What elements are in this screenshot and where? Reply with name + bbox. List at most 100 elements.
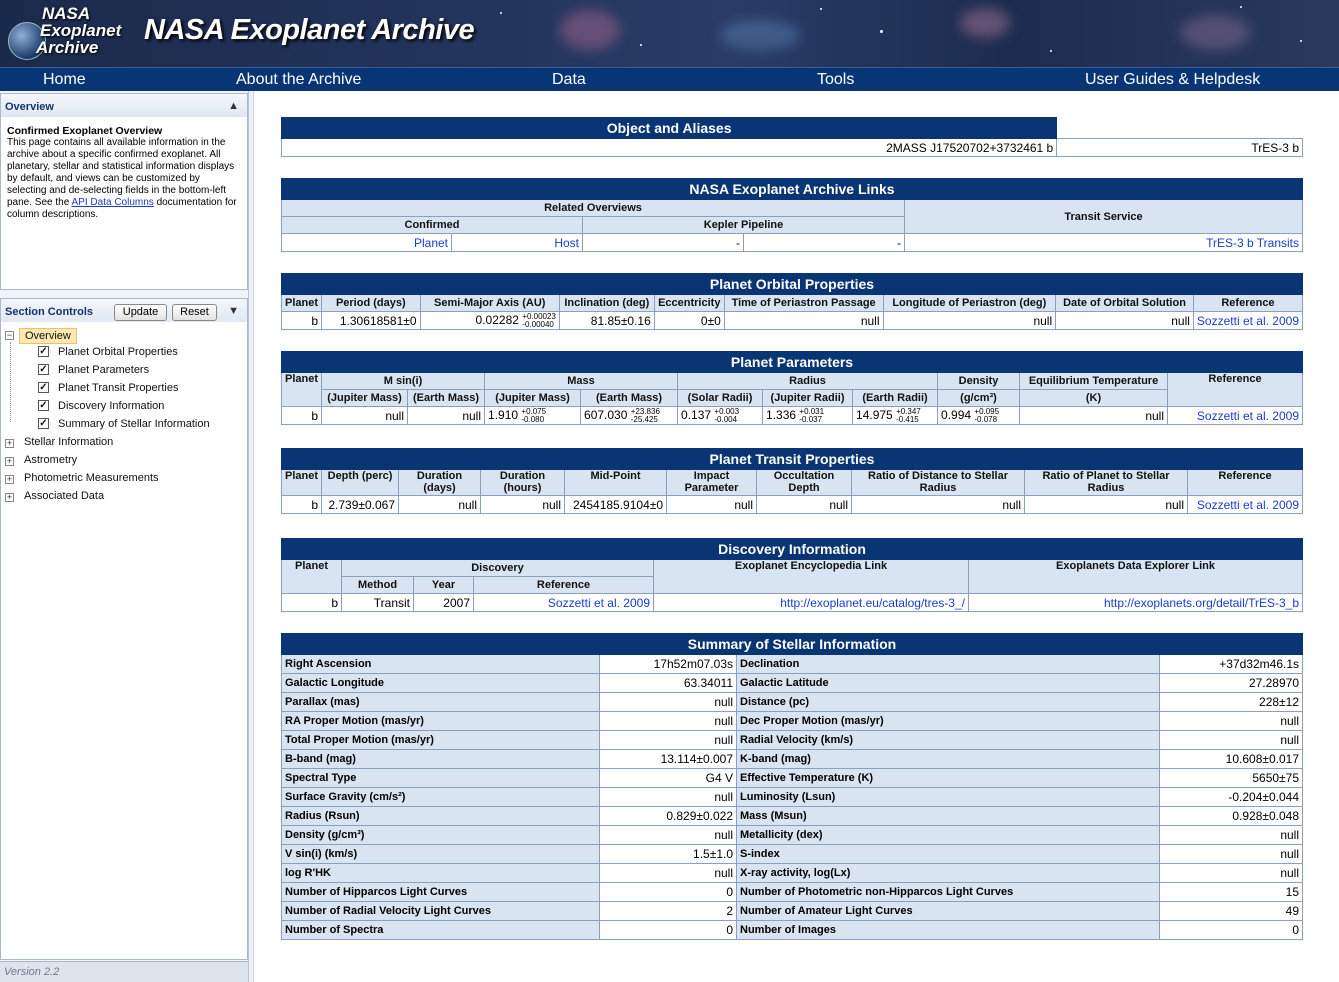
tree-item-associated[interactable]: Associated Data (24, 490, 105, 502)
kepler-value: - (743, 233, 905, 252)
col-header: Duration (days) (398, 469, 482, 496)
kepler-header: Kepler Pipeline (582, 216, 905, 234)
tree-item-discovery[interactable]: Discovery Information (58, 400, 165, 412)
sub-header: (Earth Mass) (580, 389, 679, 407)
data-explorer-link[interactable]: http://exoplanets.org/detail/TrES-3_b (1104, 595, 1299, 610)
value: 1.336 (766, 407, 797, 422)
section-controls-title: Section Controls (5, 306, 94, 318)
stellar-value: 2 (599, 901, 737, 921)
planet-cell: b (281, 593, 342, 612)
col-header: Planet (280, 294, 323, 312)
expand-icon[interactable]: + (5, 474, 14, 484)
reference-link[interactable]: Sozzetti et al. 2009 (1196, 497, 1299, 512)
overview-panel-header[interactable]: Overview ▲ (0, 93, 248, 119)
stellar-row: Right Ascension 17h52m07.03s Declination +3… (281, 654, 1303, 674)
archive-links-table: NASA Exoplanet Archive Links Related Ove… (281, 178, 1303, 252)
col-header: Exoplanet Encyclopedia Link (653, 559, 969, 594)
chevron-down-icon[interactable]: ▼ (228, 305, 239, 317)
update-button[interactable]: Update (114, 304, 167, 321)
reference-link[interactable]: Sozzetti et al. 2009 (1196, 313, 1299, 328)
stellar-value: 10.608±0.017 (1159, 749, 1303, 769)
stellar-row: Number of Radial Velocity Light Curves 2 N… (281, 901, 1303, 921)
nav-tools[interactable]: Tools (817, 71, 855, 88)
tree-item-orbital[interactable]: Planet Orbital Properties (58, 346, 178, 358)
nav-data[interactable]: Data (552, 71, 586, 88)
overview-panel-title: Overview (5, 101, 54, 113)
tree-item-astrometry[interactable]: Astrometry (24, 454, 78, 466)
sub-header: (g/cm³) (937, 389, 1021, 407)
stellar-label: K-band (mag) (736, 749, 1160, 769)
tree-item-photometric[interactable]: Photometric Measurements (24, 472, 159, 484)
stellar-row: RA Proper Motion (mas/yr) null Dec Proper … (281, 711, 1303, 731)
checkbox-stellar-summary[interactable]: ✓ (38, 418, 49, 429)
stellar-value: null (1159, 863, 1303, 883)
method-cell: Transit (341, 593, 414, 612)
nav-user-guides[interactable]: User Guides & Helpdesk (1085, 71, 1261, 88)
transit-cell: null (851, 495, 1026, 514)
sub-header: Method (341, 576, 414, 594)
nav-about[interactable]: About the Archive (236, 71, 362, 88)
msini-jupiter-cell: null (321, 406, 409, 425)
orbital-properties-table: Planet Orbital Properties Planet Period … (280, 273, 1304, 330)
sub-header: Reference (473, 576, 654, 594)
col-header: Radius (677, 372, 939, 390)
lower-error: -0.004 (714, 414, 738, 424)
tree-item-stellar-info[interactable]: Stellar Information (24, 436, 114, 448)
tree-root-overview[interactable]: Overview (19, 328, 77, 344)
tree-item-parameters[interactable]: Planet Parameters (58, 364, 150, 376)
confirmed-header: Confirmed (281, 216, 583, 234)
pane-splitter[interactable] (249, 91, 254, 982)
tperi-cell: null (723, 311, 884, 330)
collapse-icon[interactable]: − (5, 330, 14, 340)
checkbox-orbital[interactable]: ✓ (38, 346, 49, 357)
col-header: Longitude of Periastron (deg) (882, 294, 1057, 312)
checkbox-transit[interactable]: ✓ (38, 382, 49, 393)
encyclopedia-link[interactable]: http://exoplanet.eu/catalog/tres-3_/ (780, 595, 965, 610)
stellar-label: Metallicity (dex) (736, 825, 1160, 845)
nav-home[interactable]: Home (43, 71, 86, 88)
links-title: NASA Exoplanet Archive Links (281, 178, 1303, 200)
stellar-value: 0 (1159, 920, 1303, 940)
api-data-columns-link[interactable]: API Data Columns (71, 197, 154, 208)
stellar-value: 13.114±0.007 (599, 749, 737, 769)
reference-link[interactable]: Sozzetti et al. 2009 (547, 595, 650, 610)
stellar-row: Parallax (mas) null Distance (pc) 228±12 (281, 692, 1303, 712)
stellar-label: Spectral Type (281, 768, 600, 788)
lower-error: -0.415 (896, 414, 919, 424)
reference-link[interactable]: Sozzetti et al. 2009 (1196, 408, 1299, 423)
expand-icon[interactable]: + (5, 438, 14, 448)
tree-item-stellar-summary[interactable]: Summary of Stellar Information (58, 418, 210, 430)
lower-error: -0.078 (974, 414, 998, 424)
col-header: Reference (1167, 372, 1303, 407)
tree-item-transit[interactable]: Planet Transit Properties (58, 382, 179, 394)
lperi-cell: null (882, 311, 1057, 330)
upper-error: +0.075 (521, 406, 547, 416)
checkbox-discovery[interactable]: ✓ (38, 400, 49, 411)
col-header: Period (days) (321, 294, 421, 312)
msini-earth-cell: null (407, 406, 486, 425)
aliases-title: Object and Aliases (280, 117, 1058, 139)
stellar-value: 27.28970 (1159, 673, 1303, 693)
stellar-label: log R'HK (281, 863, 600, 883)
checkbox-parameters[interactable]: ✓ (38, 364, 49, 375)
stellar-label: Mass (Msun) (736, 806, 1160, 826)
inclination-cell: 81.85±0.16 (558, 311, 655, 330)
orbital-title: Planet Orbital Properties (281, 273, 1303, 295)
host-link[interactable]: Host (554, 235, 579, 250)
expand-icon[interactable]: + (5, 492, 14, 502)
main-navigation: Home About the Archive Data Tools User G… (0, 67, 1339, 91)
transits-link[interactable]: TrES-3 b Transits (1206, 235, 1299, 250)
stellar-value: null (599, 787, 737, 807)
header-nebula (720, 20, 800, 50)
overview-text-end: documentation for column descriptions. (7, 197, 237, 220)
stellar-value: null (599, 730, 737, 750)
planet-link[interactable]: Planet (413, 235, 448, 250)
section-controls-body: − Overview ✓ Planet Orbital Properties ✓… (0, 322, 248, 960)
stellar-value: -0.204±0.044 (1159, 787, 1303, 807)
stellar-value: 228±12 (1159, 692, 1303, 712)
chevron-up-icon[interactable]: ▲ (228, 100, 239, 112)
stellar-value: null (599, 863, 737, 883)
expand-icon[interactable]: + (5, 456, 14, 466)
reset-button[interactable]: Reset (172, 304, 217, 321)
nasa-exoplanet-archive-logo[interactable]: NASA Exoplanet Archive (4, 2, 124, 64)
